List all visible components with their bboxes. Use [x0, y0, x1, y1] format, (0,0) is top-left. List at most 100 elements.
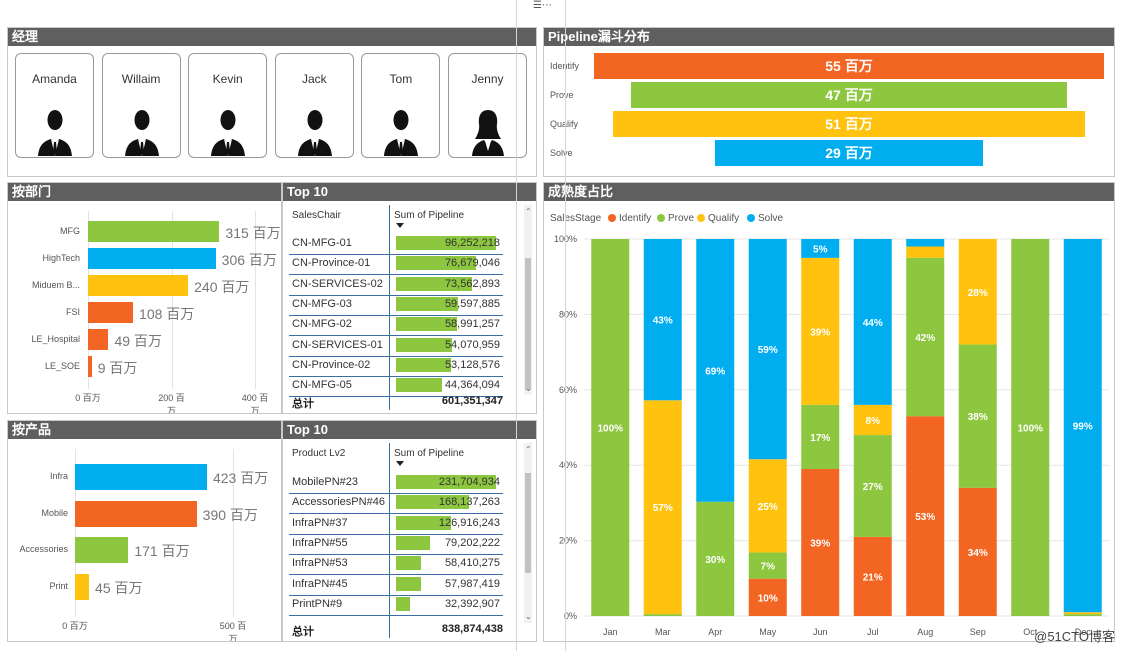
- table-row[interactable]: InfraPN#53 58,410,275: [289, 554, 503, 576]
- table-row[interactable]: CN-MFG-05 44,364,094: [289, 376, 503, 398]
- table-row[interactable]: CN-MFG-02 58,991,257: [289, 315, 503, 337]
- scroll-up-icon[interactable]: ⌃: [525, 207, 532, 216]
- stacked-segment[interactable]: [906, 239, 945, 247]
- stacked-segment[interactable]: [748, 578, 787, 616]
- stacked-segment[interactable]: [801, 404, 840, 469]
- funnel-panel: Pipeline漏斗分布 Identify 55 百万 Prove 47 百万 Qual…: [543, 27, 1115, 177]
- legend-item-identify[interactable]: Identify: [608, 213, 651, 224]
- sort-desc-icon[interactable]: [396, 461, 404, 466]
- manager-card[interactable]: Jenny: [448, 53, 527, 158]
- legend-item-prove[interactable]: Prove: [657, 213, 694, 224]
- product-panel: 按产品 0 百万 500 百万 Infra 423 百万 Mobile 390 百万 Acc…: [7, 420, 282, 642]
- bar[interactable]: [88, 302, 134, 323]
- scroll-down-icon[interactable]: ⌄: [525, 384, 532, 393]
- more-options-icon[interactable]: ☰⋯: [533, 0, 552, 11]
- stacked-segment[interactable]: [643, 614, 682, 616]
- manager-card[interactable]: Amanda: [15, 53, 94, 158]
- manager-card[interactable]: Kevin: [188, 53, 268, 158]
- stacked-segment[interactable]: [853, 404, 892, 436]
- legend-item-qualify[interactable]: Qualify: [697, 213, 739, 224]
- legend-item-solve[interactable]: Solve: [747, 213, 783, 224]
- stacked-segment[interactable]: [801, 239, 840, 258]
- col-product-lv2[interactable]: Product Lv2: [292, 448, 346, 459]
- stacked-segment[interactable]: [1063, 614, 1102, 616]
- table-row[interactable]: InfraPN#55 79,202,222: [289, 534, 503, 555]
- product-total-label: 总计: [292, 626, 314, 638]
- bar-value-label: 306 百万: [221, 251, 277, 268]
- table-row[interactable]: MobilePN#23 231,704,934: [289, 473, 503, 494]
- bar[interactable]: [88, 356, 92, 377]
- bar[interactable]: [75, 464, 207, 490]
- stacked-segment[interactable]: [696, 239, 735, 502]
- col-saleschair[interactable]: SalesChair: [292, 210, 341, 221]
- bar[interactable]: [88, 329, 109, 350]
- table-row[interactable]: CN-MFG-01 96,252,218: [289, 234, 503, 255]
- stacked-segment[interactable]: [1011, 239, 1050, 616]
- row-name: InfraPN#45: [292, 577, 348, 590]
- stacked-segment[interactable]: [853, 536, 892, 616]
- stacked-segment[interactable]: [748, 552, 787, 579]
- stacked-segment[interactable]: [906, 257, 945, 417]
- bar-category-label: Print: [49, 580, 68, 591]
- sort-desc-icon[interactable]: [396, 223, 404, 228]
- stacked-segment[interactable]: [801, 257, 840, 405]
- sales-scroll-thumb[interactable]: [525, 258, 531, 390]
- funnel-stage-label: Qualify: [550, 119, 579, 129]
- bar[interactable]: [75, 500, 197, 527]
- stacked-segment[interactable]: [643, 239, 682, 401]
- product-scrollbar[interactable]: ⌃ ⌄: [524, 443, 532, 623]
- sales-scrollbar[interactable]: ⌃ ⌄: [524, 205, 532, 395]
- stacked-segment[interactable]: [958, 344, 997, 488]
- segment-label: 100%: [1017, 424, 1043, 435]
- table-row[interactable]: CN-MFG-03 59,597,885: [289, 295, 503, 316]
- stacked-segment[interactable]: [748, 239, 787, 460]
- watermark: @51CTO博客: [1034, 629, 1115, 644]
- bar[interactable]: [75, 537, 129, 563]
- stacked-segment[interactable]: [958, 487, 997, 616]
- bar[interactable]: [88, 275, 189, 296]
- table-row[interactable]: InfraPN#37 126,916,243: [289, 514, 503, 535]
- row-value: 73,562,893: [444, 277, 500, 290]
- stacked-segment[interactable]: [801, 468, 840, 616]
- stacked-segment[interactable]: [853, 435, 892, 537]
- stacked-segment[interactable]: [958, 239, 997, 345]
- manager-card[interactable]: Tom: [361, 53, 441, 158]
- table-row[interactable]: CN-SERVICES-02 73,562,893: [289, 275, 503, 296]
- table-row[interactable]: CN-Province-01 76,679,046: [289, 254, 503, 276]
- row-value: 126,916,243: [438, 516, 500, 529]
- col-sum-pipeline[interactable]: Sum of Pipeline: [394, 210, 465, 221]
- stacked-segment[interactable]: [696, 501, 735, 616]
- product-scroll-thumb[interactable]: [525, 473, 531, 573]
- stacked-segment[interactable]: [748, 459, 787, 553]
- table-row[interactable]: AccessoriesPN#46 168,137,263: [289, 493, 503, 515]
- maturity-panel: 成熟度占比 SalesStage Identify Prove Qualify Sol…: [543, 182, 1115, 642]
- stacked-segment[interactable]: [643, 400, 682, 615]
- stacked-segment[interactable]: [591, 239, 630, 616]
- segment-label: 17%: [810, 433, 830, 444]
- funnel-bar[interactable]: 55 百万: [594, 53, 1104, 79]
- bar[interactable]: [88, 248, 216, 269]
- table-row[interactable]: CN-Province-02 53,128,576: [289, 356, 503, 377]
- manager-card[interactable]: Jack: [274, 53, 354, 158]
- scroll-down-icon[interactable]: ⌄: [525, 612, 532, 621]
- funnel-bar[interactable]: 51 百万: [612, 111, 1086, 137]
- row-value: 79,202,222: [444, 536, 500, 549]
- funnel-bar[interactable]: 29 百万: [714, 140, 984, 166]
- bar[interactable]: [75, 573, 90, 600]
- segment-label: 100%: [597, 424, 623, 435]
- col-sum-pipeline[interactable]: Sum of Pipeline: [394, 448, 465, 459]
- scroll-up-icon[interactable]: ⌃: [525, 445, 532, 454]
- stacked-segment[interactable]: [906, 246, 945, 258]
- visual-header-handle[interactable]: ☰⋯: [516, 0, 566, 651]
- manager-card[interactable]: Willaim: [101, 53, 181, 158]
- bar[interactable]: [88, 221, 220, 242]
- stacked-segment[interactable]: [853, 239, 892, 405]
- funnel-bar[interactable]: 47 百万: [631, 82, 1067, 108]
- x-tick-label: Aug: [917, 627, 933, 637]
- table-row[interactable]: PrintPN#9 32,392,907: [289, 595, 503, 616]
- stacked-segment[interactable]: [1063, 239, 1102, 613]
- table-row[interactable]: CN-SERVICES-01 54,070,959: [289, 336, 503, 357]
- stacked-segment[interactable]: [906, 416, 945, 616]
- stacked-segment[interactable]: [1063, 612, 1102, 615]
- table-row[interactable]: InfraPN#45 57,987,419: [289, 575, 503, 596]
